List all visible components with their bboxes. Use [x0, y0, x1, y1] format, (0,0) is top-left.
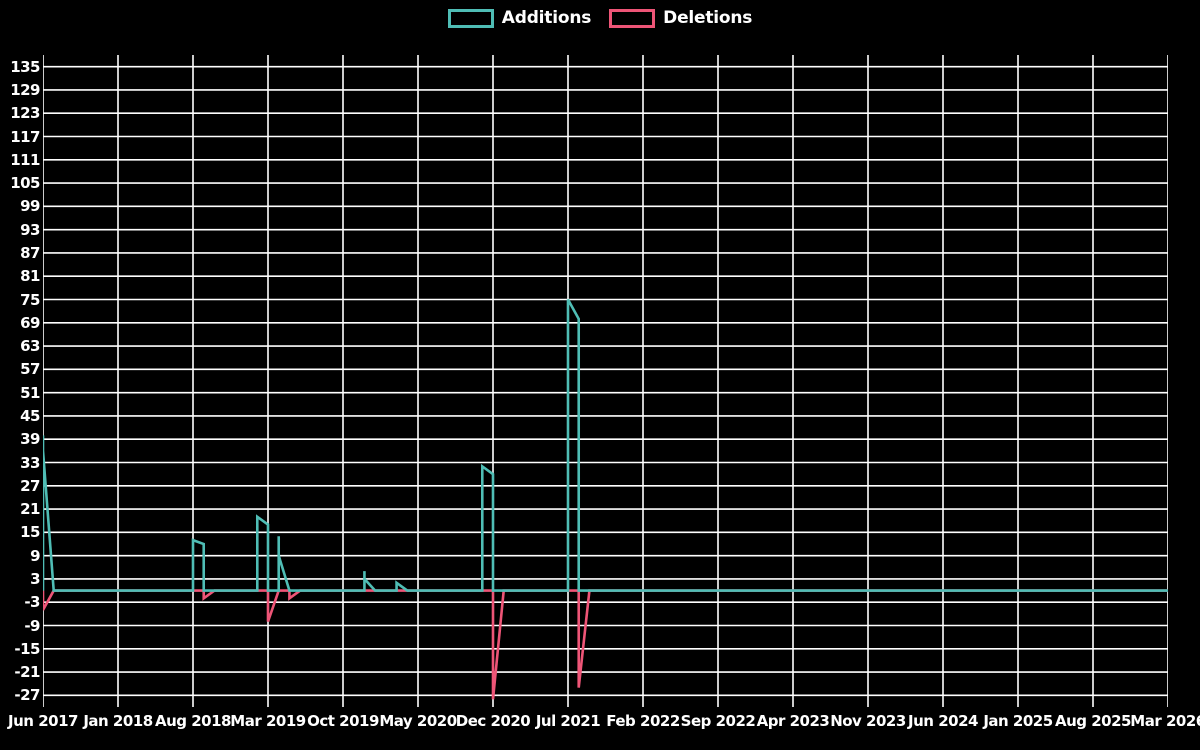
legend-swatch-icon-deletions [609, 8, 656, 28]
y-axis-tick-label: -9 [24, 616, 40, 635]
legend-swatch-icon-additions [447, 8, 494, 28]
y-axis-tick-label: 69 [20, 313, 40, 332]
y-axis-tick-label: 63 [20, 337, 40, 356]
y-axis-tick-label: 135 [10, 57, 40, 76]
y-axis-tick-label: 129 [10, 80, 40, 99]
x-axis-tick-label: Mar 2026 [1130, 712, 1200, 730]
legend-item-additions[interactable]: Additions [447, 8, 592, 28]
grid-lines [43, 55, 1168, 707]
plot-area [43, 55, 1168, 707]
x-axis-tick-label: Jul 2021 [535, 712, 601, 730]
y-axis-tick-label: 57 [20, 360, 40, 379]
y-axis-tick-label: 3 [30, 569, 40, 588]
legend-label-additions: Additions [501, 8, 592, 28]
x-axis-tick-label: Feb 2022 [606, 712, 680, 730]
x-axis-tick-label: Jun 2024 [908, 712, 978, 730]
y-axis-tick-label: 15 [20, 523, 40, 542]
x-axis-tick-label: Dec 2020 [455, 712, 531, 730]
y-axis-tick-labels: 135 129 123 117 111 105 99 93 87 81 75 69 63 57 51 45 39… [0, 0, 40, 750]
y-axis-tick-label: -27 [14, 686, 40, 705]
x-axis-tick-label: Aug 2018 [155, 712, 232, 730]
y-axis-tick-label: 51 [20, 383, 40, 402]
x-axis-tick-label: Jan 2018 [83, 712, 153, 730]
y-axis-tick-label: -3 [24, 593, 40, 612]
y-axis-tick-label: 33 [20, 453, 40, 472]
y-axis-tick-label: 81 [20, 267, 40, 286]
x-axis-tick-label: Apr 2023 [756, 712, 830, 730]
y-axis-tick-label: 45 [20, 406, 40, 425]
y-axis-tick-label: 9 [30, 546, 40, 565]
series-line-additions [43, 298, 1168, 592]
x-axis-tick-label: Jan 2025 [983, 712, 1053, 730]
y-axis-tick-label: -15 [14, 639, 40, 658]
series-line-deletions [43, 589, 1168, 700]
x-axis-tick-label: May 2020 [379, 712, 457, 730]
x-axis-tick-labels: Jun 2017 Jan 2018 Aug 2018 Mar 2019 Oct 2019… [0, 712, 1200, 750]
x-axis-tick-label: Sep 2022 [680, 712, 756, 730]
y-axis-tick-label: -21 [14, 663, 40, 682]
x-axis-tick-label: Aug 2025 [1055, 712, 1132, 730]
y-axis-tick-label: 123 [10, 104, 40, 123]
legend-label-deletions: Deletions [663, 8, 753, 28]
x-axis-tick-label: Oct 2019 [307, 712, 379, 730]
x-axis-tick-label: Mar 2019 [230, 712, 306, 730]
chart-legend: Additions Deletions [0, 0, 1200, 36]
x-axis-tick-label: Nov 2023 [830, 712, 906, 730]
y-axis-tick-label: 21 [20, 500, 40, 519]
y-axis-tick-label: 39 [20, 430, 40, 449]
y-axis-tick-label: 27 [20, 476, 40, 495]
y-axis-tick-label: 75 [20, 290, 40, 309]
y-axis-tick-label: 111 [10, 150, 40, 169]
y-axis-tick-label: 87 [20, 243, 40, 262]
y-axis-tick-label: 93 [20, 220, 40, 239]
x-axis-tick-label: Jun 2017 [8, 712, 78, 730]
y-axis-tick-label: 117 [10, 127, 40, 146]
legend-item-deletions[interactable]: Deletions [609, 8, 752, 28]
data-series-layer [43, 298, 1168, 700]
chart-svg [43, 55, 1168, 707]
y-axis-tick-label: 99 [20, 197, 40, 216]
y-axis-tick-label: 105 [10, 174, 40, 193]
